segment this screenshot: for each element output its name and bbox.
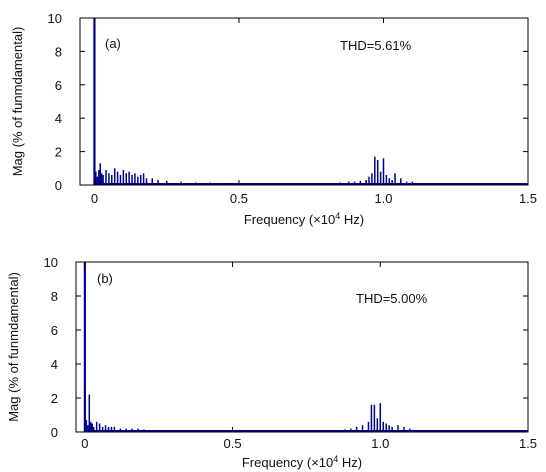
y-tick-label: 8	[55, 44, 62, 59]
panel-label: (b)	[97, 271, 113, 286]
x-tick-label: 0.5	[230, 191, 248, 206]
y-axis-title: Mag (% of funmdamental)	[10, 27, 25, 177]
y-tick-label: 4	[51, 357, 58, 372]
x-tick-label: 0	[81, 436, 88, 451]
chart-panel-2: 0 0.5 1.0 1.5 0 2 4 6 8 10 Frequency (×104 Hz) Mag …	[6, 255, 537, 470]
x-tick-label: 1.5	[519, 191, 537, 206]
x-tick-label: 1.0	[371, 436, 389, 451]
x-tick-label: 0.5	[224, 436, 242, 451]
y-axis-title: Mag (% of funmdamental)	[6, 272, 21, 422]
thd-annotation: THD=5.00%	[356, 291, 428, 306]
x-tick-label: 0	[91, 191, 98, 206]
plot-frame	[79, 17, 529, 186]
y-tick-label: 6	[55, 78, 62, 93]
y-tick-label: 8	[51, 289, 58, 304]
y-tick-label: 10	[44, 255, 58, 270]
y-tick-label: 0	[51, 425, 58, 440]
y-tick-label: 6	[51, 323, 58, 338]
y-tick-label: 2	[51, 391, 58, 406]
thd-annotation: THD=5.61%	[340, 38, 412, 53]
plot-frame	[75, 261, 529, 433]
x-tick-label: 1.5	[519, 436, 537, 451]
chart-panel-1: 0 0.5 1.0 1.5 0 2 4 6 8 10 Frequency (×104 Hz) Mag …	[10, 11, 537, 227]
x-tick-label: 1.0	[374, 191, 392, 206]
panel-label: (a)	[105, 36, 121, 51]
y-tick-label: 10	[48, 11, 62, 26]
y-tick-label: 2	[55, 145, 62, 160]
y-tick-label: 4	[55, 111, 62, 126]
x-axis-title: Frequency (×104 Hz)	[244, 211, 364, 227]
y-tick-label: 0	[55, 178, 62, 193]
x-axis-title: Frequency (×104 Hz)	[242, 454, 362, 470]
